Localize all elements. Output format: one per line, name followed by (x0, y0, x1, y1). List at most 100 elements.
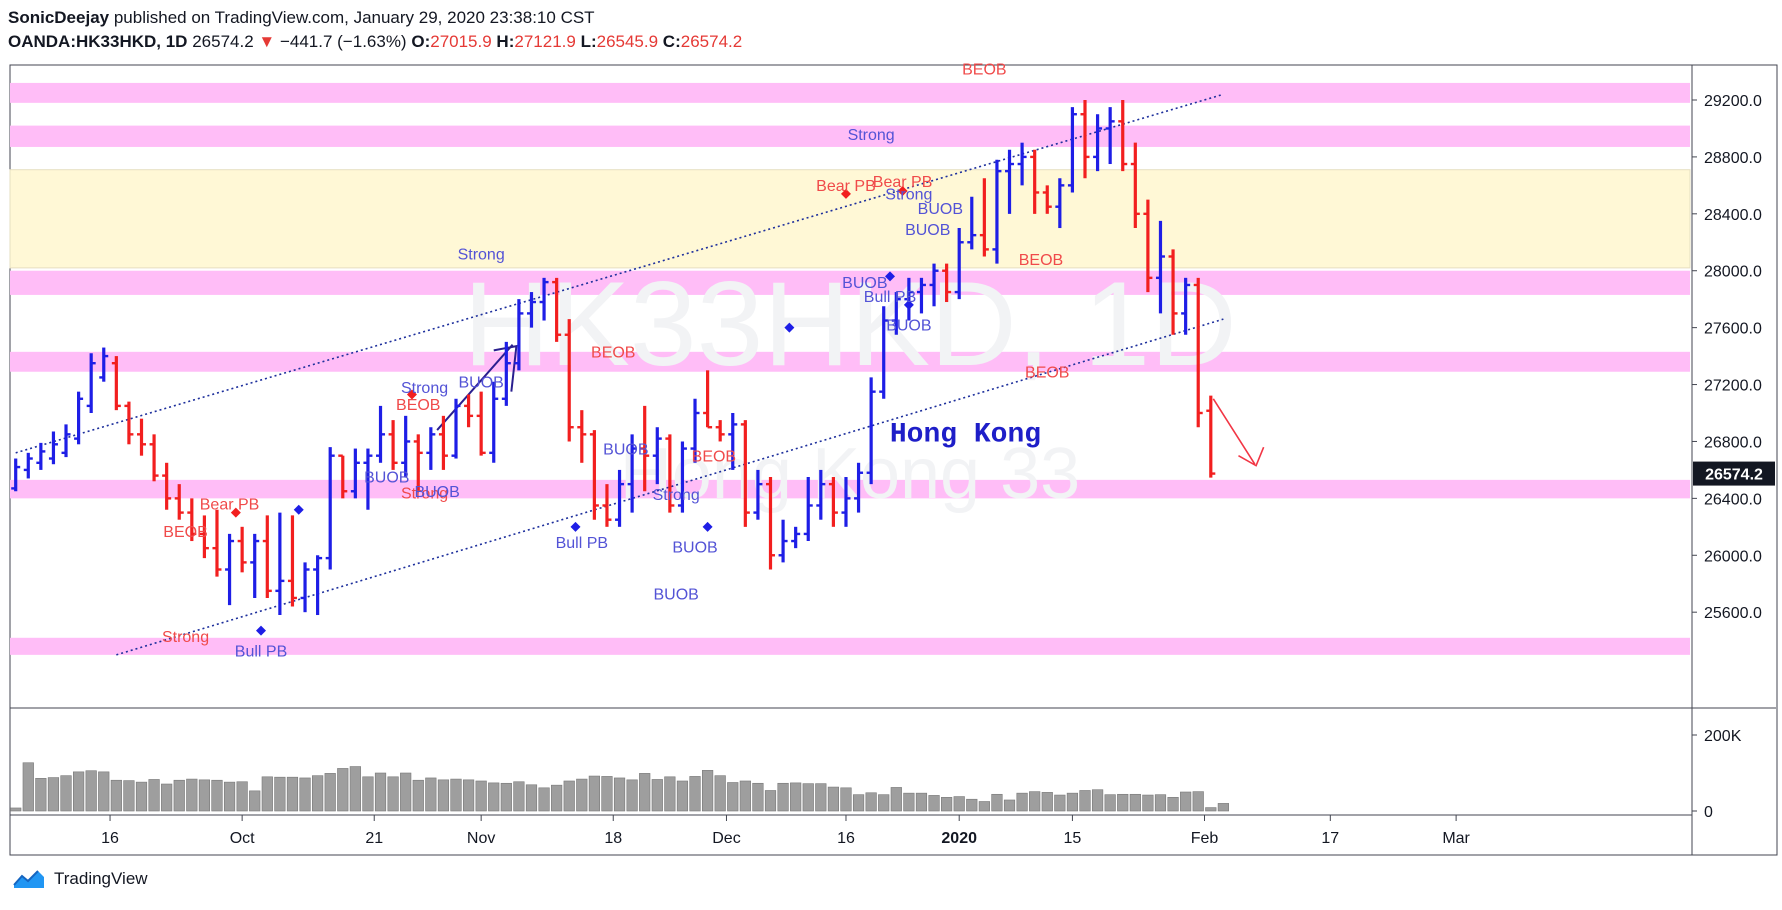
low-value: 26545.9 (596, 32, 659, 51)
volume-bar (701, 770, 714, 812)
signal-diamond (406, 389, 417, 400)
volume-bar (73, 771, 85, 812)
volume-bar (852, 794, 865, 812)
chart-frame (9, 64, 1778, 856)
price-axis-label: 28000.0 (1704, 264, 1762, 281)
signal-label: BEOB (1025, 364, 1069, 381)
signal-label: Bear PB (873, 174, 933, 191)
signal-label: Strong (401, 485, 448, 502)
volume-bar (815, 783, 827, 812)
volume-bar (941, 797, 953, 812)
volume-bar (991, 793, 1003, 812)
signal-diamond (784, 322, 795, 333)
volume-bar (299, 777, 311, 812)
volume-bar (374, 772, 387, 812)
time-axis-label: Mar (1442, 830, 1470, 847)
symbol-line: OANDA:HK33HKD, 1D 26574.2 ▼ −441.7 (−1.6… (8, 30, 742, 54)
volume-bar (538, 787, 550, 812)
publish-line: SonicDeejay published on TradingView.com… (8, 6, 742, 30)
volume-bar (1154, 794, 1167, 812)
volume-bar (764, 790, 777, 812)
volume-bar (1066, 792, 1079, 812)
last-price-tag (1693, 461, 1775, 486)
consolidation-band (9, 169, 1691, 269)
last-price: 26574.2 (192, 32, 254, 51)
volume-bar (400, 772, 412, 812)
volume-bar (500, 782, 512, 812)
volume-bar (840, 787, 852, 812)
volume-bar (148, 779, 160, 812)
author-name[interactable]: SonicDeejay (8, 8, 110, 27)
volume-bar (714, 775, 726, 812)
volume-bar (337, 768, 349, 812)
volume-axis-label: 0 (1704, 804, 1713, 821)
signal-label: BEOB (396, 397, 440, 414)
sr-zone (10, 637, 1690, 655)
volume-bar (10, 807, 22, 812)
time-axis-label: Feb (1191, 830, 1219, 847)
volume-bar (1192, 791, 1204, 812)
price-change: −441.7 (−1.63%) (279, 32, 407, 51)
volume-bar (1180, 791, 1192, 812)
signal-label: Bear PB (816, 178, 876, 195)
publish-info: published on TradingView.com, January 29… (113, 8, 595, 27)
volume-bar (324, 773, 336, 812)
volume-bar (727, 782, 739, 812)
volume-bar (1029, 791, 1041, 812)
volume-bar (186, 778, 198, 812)
volume-bar (35, 778, 47, 812)
signal-diamond (903, 299, 914, 310)
time-axis-label: 21 (365, 830, 383, 847)
volume-bar (676, 780, 689, 812)
volume-bar (551, 784, 563, 812)
signal-label: BUOB (364, 470, 409, 487)
time-axis-label: 16 (837, 830, 855, 847)
volume-bar (689, 776, 701, 812)
volume-bar (878, 794, 890, 812)
volume-bar (274, 776, 286, 812)
signal-label: BEOB (163, 524, 207, 541)
signal-label: BEOB (1019, 252, 1063, 269)
signal-label: BUOB (653, 586, 698, 603)
footer-brand[interactable]: TradingView (12, 866, 148, 892)
signal-label: Strong (458, 246, 505, 263)
signal-diamond (885, 271, 896, 282)
volume-bar (865, 792, 877, 812)
volume-bar (223, 781, 236, 812)
volume-bar (462, 779, 475, 812)
high-label: H: (496, 32, 515, 51)
volume-bar (1104, 794, 1116, 812)
brand-name: TradingView (54, 869, 148, 888)
volume-bar (525, 784, 538, 812)
volume-bar (286, 776, 299, 812)
time-axis-label: Oct (230, 830, 255, 847)
volume-bar (249, 790, 261, 812)
volume-bar (664, 776, 676, 812)
hong-kong-annotation: Hong Kong (890, 419, 1041, 450)
down-arrow-icon: ▼ (258, 32, 276, 51)
volume-bar (362, 776, 374, 812)
signal-label: BUOB (842, 275, 887, 292)
volume-bar (790, 782, 802, 812)
volume-bar (60, 775, 72, 812)
signal-diamond (230, 507, 241, 518)
volume-bar (739, 780, 751, 812)
volume-bar (261, 776, 273, 812)
signal-label: Strong (885, 187, 932, 204)
volume-bar (110, 779, 122, 812)
volume-bar (513, 781, 525, 812)
signal-label: BUOB (603, 441, 648, 458)
volume-bar (1117, 793, 1129, 812)
signal-diamond (570, 521, 581, 532)
volume-bar (777, 782, 789, 812)
volume-axis-label: 200K (1704, 728, 1742, 745)
volume-bar (161, 783, 173, 812)
volume-bar (450, 778, 462, 812)
volume-bar (752, 782, 764, 812)
signal-diamond (256, 625, 267, 636)
symbol-name[interactable]: OANDA:HK33HKD, 1D (8, 32, 188, 51)
volume-bar (349, 766, 361, 812)
volume-bar (978, 801, 990, 812)
watermark-symbol: HK33HKD, 1D (463, 257, 1237, 391)
